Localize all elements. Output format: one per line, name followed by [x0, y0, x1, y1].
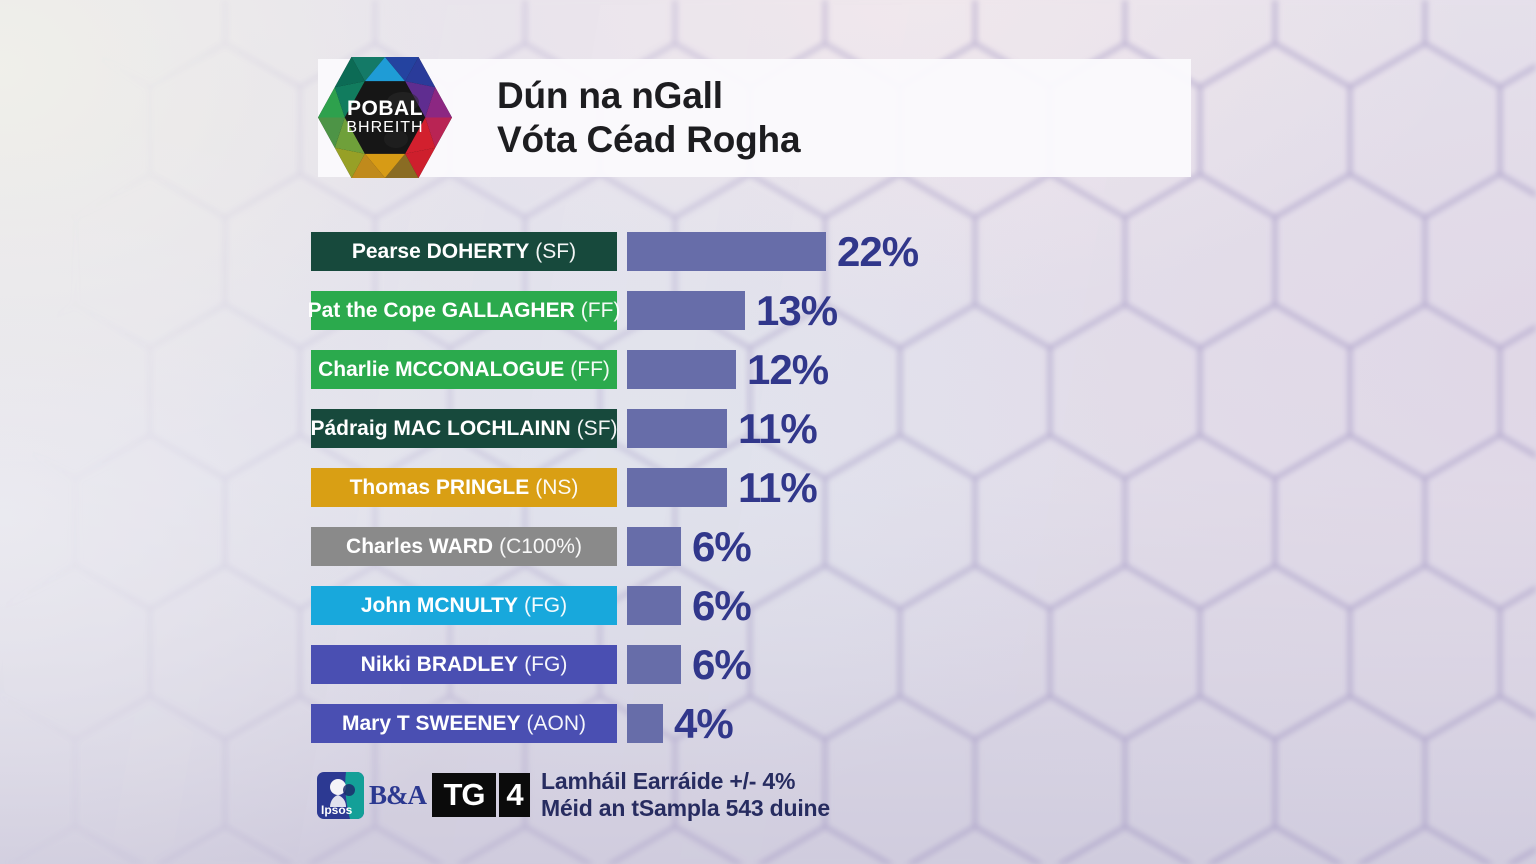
candidate-row: Thomas PRINGLE (NS) 11%	[311, 464, 918, 511]
tg4-tg-box: TG	[432, 773, 496, 817]
ipsos-icon: Ipsos	[317, 771, 364, 819]
pobal-bhreith-logo: POBAL BHREITH	[318, 57, 452, 178]
candidate-party: (FG)	[524, 652, 568, 676]
vote-percent: 11%	[738, 405, 818, 452]
footer: Ipsos B&A TG 4 Lamháil Earráide +/- 4% M…	[317, 768, 830, 822]
candidate-party: (AON)	[526, 711, 587, 735]
candidate-party: (NS)	[535, 475, 579, 499]
candidate-party: (FF)	[570, 357, 610, 381]
vote-bar	[627, 704, 663, 743]
candidate-row: Charlie MCCONALOGUE (FF) 12%	[311, 346, 918, 393]
candidate-row: Pádraig MAC LOCHLAINN (SF) 11%	[310, 405, 918, 452]
candidate-row: Pearse DOHERTY (SF) 22%	[311, 228, 919, 275]
candidate-name: Nikki BRADLEY	[360, 652, 519, 676]
margin-of-error-note: Lamháil Earráide +/- 4%	[541, 768, 796, 794]
tg4-logo: TG 4	[432, 773, 530, 817]
candidate-row: Mary T SWEENEY (AON) 4%	[311, 700, 918, 747]
candidate-row: John MCNULTY (FG) 6%	[311, 582, 918, 629]
ipsos-label: Ipsos	[321, 803, 353, 817]
vote-bar	[627, 291, 745, 330]
vote-bar	[627, 586, 681, 625]
candidate-row: Nikki BRADLEY (FG) 6%	[311, 641, 918, 688]
candidate-name: Pat the Cope GALLAGHER	[307, 298, 575, 322]
logo-line2: BHREITH	[346, 119, 424, 137]
vote-percent: 12%	[747, 346, 829, 393]
candidate-label: Mary T SWEENEY (AON)	[311, 704, 617, 743]
vote-bar	[627, 232, 826, 271]
vote-bar	[627, 468, 727, 507]
candidate-party: (C100%)	[499, 534, 582, 558]
candidate-name: John MCNULTY	[360, 593, 518, 617]
page-title: Dún na nGall Vóta Céad Rogha	[497, 74, 801, 162]
ba-logo: B&A	[369, 779, 427, 810]
candidate-name: Pádraig MAC LOCHLAINN	[310, 416, 571, 440]
logo-line1: POBAL	[347, 97, 423, 121]
candidate-name: Charles WARD	[346, 534, 494, 558]
candidate-party: (FG)	[523, 593, 568, 617]
vote-percent: 4%	[674, 700, 734, 747]
title-constituency: Dún na nGall	[497, 75, 723, 116]
vote-percent: 6%	[692, 641, 752, 688]
candidate-label: Pádraig MAC LOCHLAINN (SF)	[310, 409, 618, 448]
vote-percent: 13%	[756, 287, 838, 334]
candidate-label: Charles WARD (C100%)	[311, 527, 617, 566]
vote-percent: 6%	[692, 523, 752, 570]
vote-percent: 22%	[837, 228, 919, 275]
candidate-name: Thomas PRINGLE	[349, 475, 530, 499]
candidate-label: John MCNULTY (FG)	[311, 586, 617, 625]
candidate-name: Charlie MCCONALOGUE	[318, 357, 565, 381]
candidate-party: (SF)	[535, 239, 577, 263]
candidate-party: (FF)	[580, 298, 621, 322]
ipsos-ba-logo: Ipsos	[317, 771, 364, 819]
vote-percent: 11%	[738, 464, 818, 511]
vote-bar	[627, 409, 727, 448]
header-banner	[318, 59, 1191, 177]
candidate-name: Pearse DOHERTY	[351, 239, 530, 263]
title-subtitle: Vóta Céad Rogha	[497, 119, 801, 160]
pobal-bhreith-hexagon-icon	[318, 57, 452, 178]
candidate-label: Thomas PRINGLE (NS)	[311, 468, 617, 507]
candidate-party: (SF)	[576, 416, 618, 440]
candidate-row: Pat the Cope GALLAGHER (FF) 13%	[307, 287, 918, 334]
bar-chart: Pearse DOHERTY (SF) 22% Pat the Cope GALL…	[307, 228, 919, 747]
candidate-row: Charles WARD (C100%) 6%	[311, 523, 918, 570]
vote-percent: 6%	[692, 582, 752, 629]
candidate-label: Nikki BRADLEY (FG)	[311, 645, 617, 684]
footnote: Lamháil Earráide +/- 4% Méid an tSampla …	[541, 768, 830, 822]
candidate-name: Mary T SWEENEY	[341, 711, 521, 735]
sample-size-note: Méid an tSampla 543 duine	[541, 795, 830, 821]
candidate-label: Pat the Cope GALLAGHER (FF)	[307, 291, 620, 330]
vote-bar	[627, 527, 681, 566]
candidate-label: Pearse DOHERTY (SF)	[311, 232, 617, 271]
candidate-label: Charlie MCCONALOGUE (FF)	[311, 350, 617, 389]
logo-wordmark: POBAL BHREITH	[318, 57, 452, 178]
vote-bar	[627, 645, 681, 684]
vote-bar	[627, 350, 736, 389]
tg4-4-box: 4	[499, 773, 530, 817]
